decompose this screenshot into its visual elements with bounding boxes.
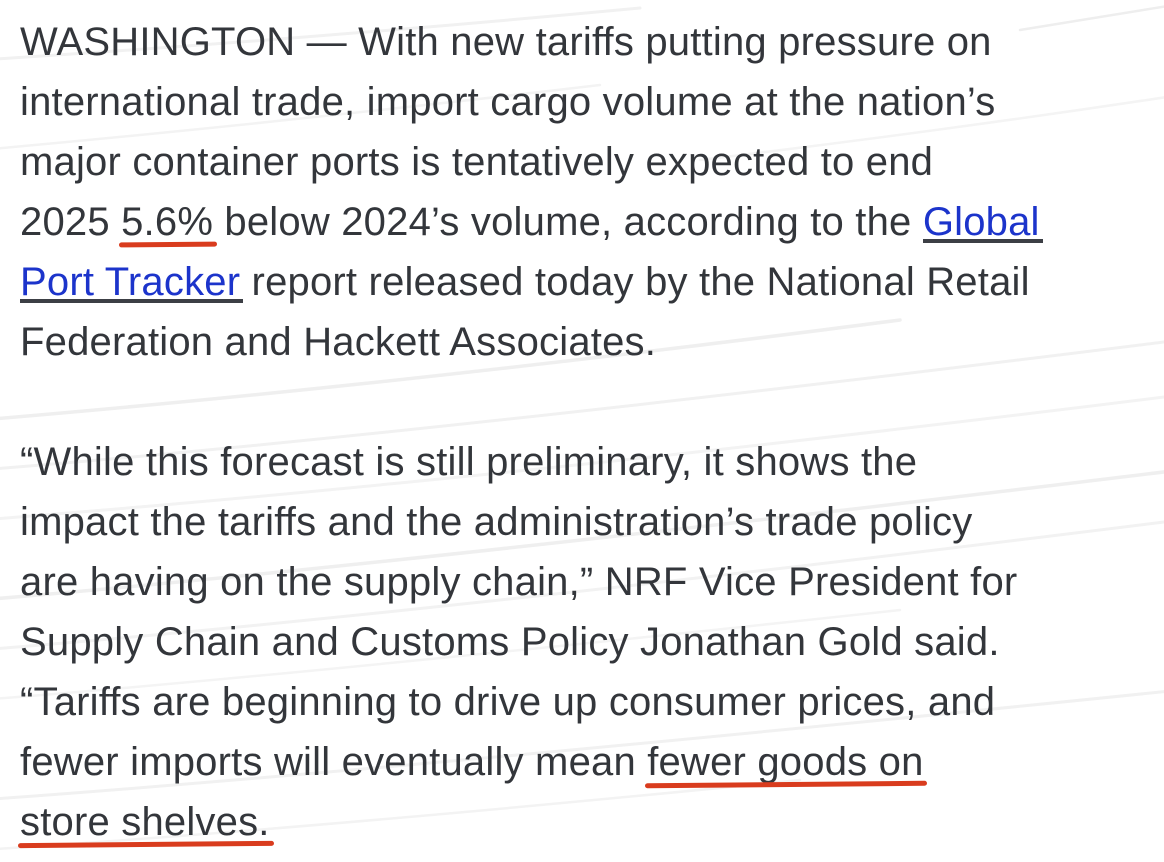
body-text: major container ports is tentatively exp…	[20, 140, 934, 184]
text-line: are having on the supply chain,” NRF Vic…	[20, 552, 1146, 612]
body-text: fewer imports will eventually mean	[20, 740, 648, 784]
paragraph-2: “While this forecast is still preliminar…	[20, 432, 1146, 852]
text-line: WASHINGTON — With new tariffs putting pr…	[20, 12, 1146, 72]
body-text: 2025	[20, 200, 122, 244]
body-text: international trade, import cargo volume…	[20, 80, 996, 124]
body-text: “Tariffs are beginning to drive up consu…	[20, 680, 996, 724]
annotation-fewer-goods-on: fewer goods on	[647, 740, 924, 784]
annotation-store-shelves: store shelves.	[20, 800, 270, 844]
body-text: are having on the supply chain,” NRF Vic…	[20, 560, 1018, 604]
text-line: 2025 5.6% below 2024’s volume, according…	[20, 192, 1146, 252]
body-text: report released today by the National Re…	[240, 260, 1030, 304]
text-line: store shelves.	[20, 792, 1146, 852]
global-port-tracker-link[interactable]: Port Tracker	[20, 260, 241, 304]
text-line: major container ports is tentatively exp…	[20, 132, 1146, 192]
text-line: Supply Chain and Customs Policy Jonathan…	[20, 612, 1146, 672]
body-text: “While this forecast is still preliminar…	[20, 440, 918, 484]
text-line: impact the tariffs and the administratio…	[20, 492, 1146, 552]
body-text: below 2024’s volume, according to the	[213, 200, 923, 244]
annotation-5-6-percent: 5.6%	[121, 200, 214, 244]
text-line: “Tariffs are beginning to drive up consu…	[20, 672, 1146, 732]
text-line: international trade, import cargo volume…	[20, 72, 1146, 132]
body-text: WASHINGTON — With new tariffs putting pr…	[20, 20, 992, 64]
body-text: Supply Chain and Customs Policy Jonathan…	[20, 620, 1000, 664]
text-line: Port Tracker report released today by th…	[20, 252, 1146, 312]
text-line: Federation and Hackett Associates.	[20, 312, 1146, 372]
body-text: Federation and Hackett Associates.	[20, 320, 657, 364]
body-text: impact the tariffs and the administratio…	[20, 500, 973, 544]
text-line: fewer imports will eventually mean fewer…	[20, 732, 1146, 792]
text-line: “While this forecast is still preliminar…	[20, 432, 1146, 492]
global-port-tracker-link[interactable]: Global	[922, 200, 1040, 244]
paragraph-1: WASHINGTON — With new tariffs putting pr…	[20, 12, 1146, 372]
